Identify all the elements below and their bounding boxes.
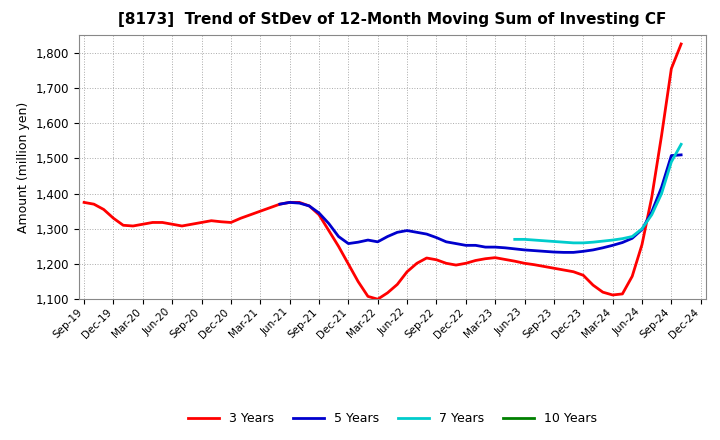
Y-axis label: Amount (million yen): Amount (million yen) — [17, 102, 30, 233]
Title: [8173]  Trend of StDev of 12-Month Moving Sum of Investing CF: [8173] Trend of StDev of 12-Month Moving… — [118, 12, 667, 27]
Legend: 3 Years, 5 Years, 7 Years, 10 Years: 3 Years, 5 Years, 7 Years, 10 Years — [183, 407, 602, 430]
